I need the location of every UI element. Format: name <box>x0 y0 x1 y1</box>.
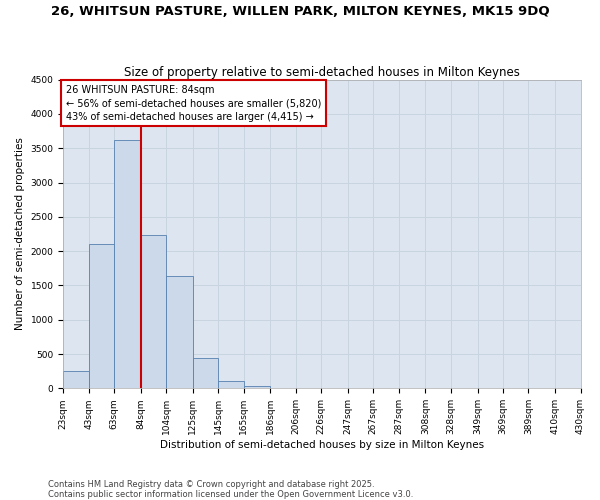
Text: 26, WHITSUN PASTURE, WILLEN PARK, MILTON KEYNES, MK15 9DQ: 26, WHITSUN PASTURE, WILLEN PARK, MILTON… <box>50 5 550 18</box>
Bar <box>114 140 141 388</box>
Bar <box>141 234 166 388</box>
Bar <box>63 371 89 388</box>
Bar <box>193 358 218 388</box>
Text: 26 WHITSUN PASTURE: 84sqm
← 56% of semi-detached houses are smaller (5,820)
43% : 26 WHITSUN PASTURE: 84sqm ← 56% of semi-… <box>66 85 321 122</box>
Bar <box>166 276 193 388</box>
Bar <box>218 381 244 388</box>
Bar <box>89 244 114 388</box>
Text: Contains HM Land Registry data © Crown copyright and database right 2025.
Contai: Contains HM Land Registry data © Crown c… <box>48 480 413 499</box>
Title: Size of property relative to semi-detached houses in Milton Keynes: Size of property relative to semi-detach… <box>124 66 520 78</box>
X-axis label: Distribution of semi-detached houses by size in Milton Keynes: Distribution of semi-detached houses by … <box>160 440 484 450</box>
Bar <box>244 386 271 388</box>
Y-axis label: Number of semi-detached properties: Number of semi-detached properties <box>15 138 25 330</box>
